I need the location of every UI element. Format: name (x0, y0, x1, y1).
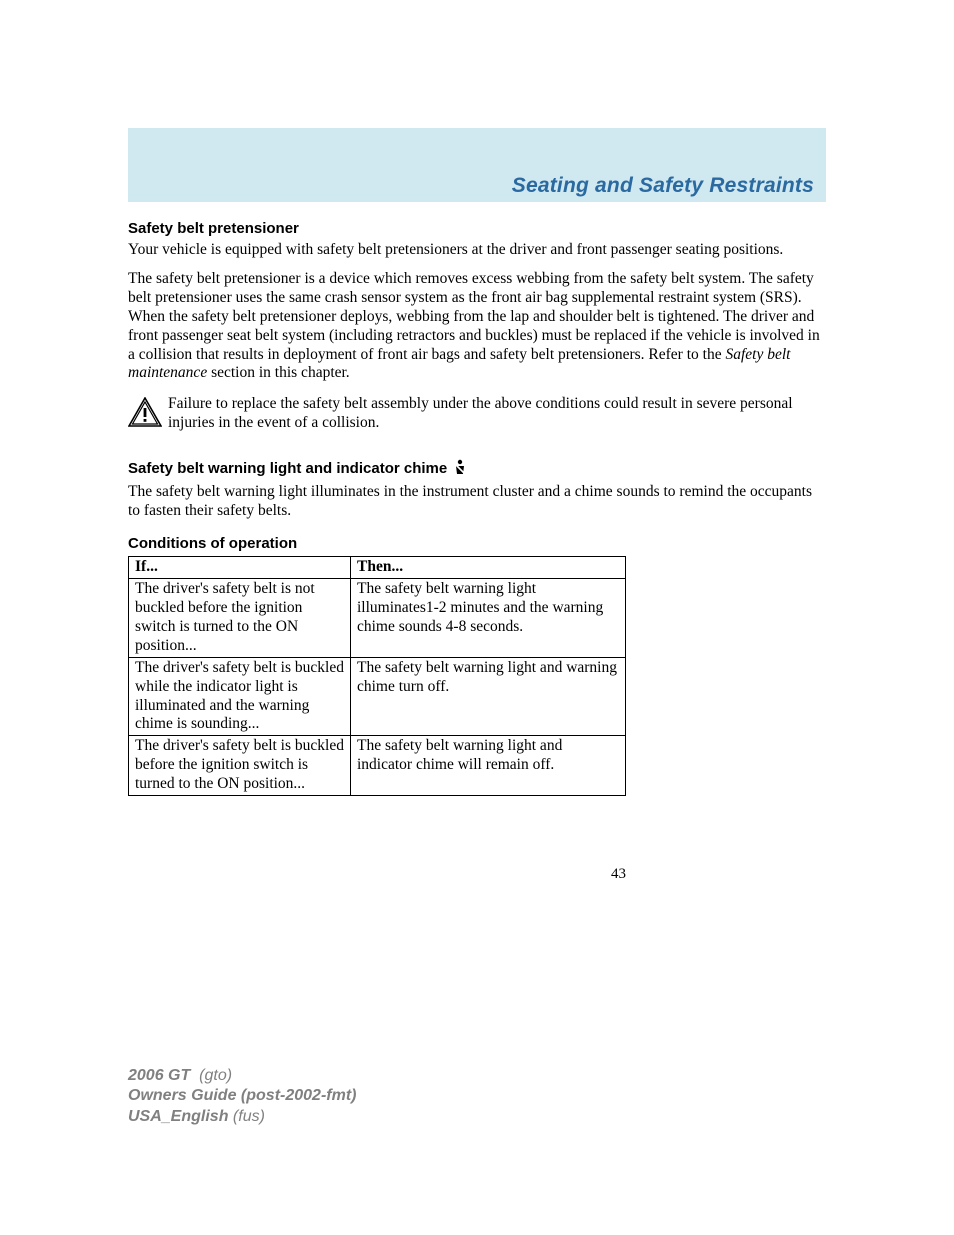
table-header-row: If... Then... (129, 557, 626, 579)
table-row: The driver's safety belt is buckled whil… (129, 657, 626, 736)
warning-triangle-icon (128, 397, 162, 433)
table-row: The driver's safety belt is buckled befo… (129, 736, 626, 796)
pretensioner-p2-a: The safety belt pretensioner is a device… (128, 270, 820, 363)
cell-then: The safety belt warning light and indica… (351, 736, 626, 796)
footer-line-3: USA_English (fus) (128, 1107, 356, 1127)
cell-if: The driver's safety belt is buckled whil… (129, 657, 351, 736)
conditions-table: If... Then... The driver's safety belt i… (128, 556, 626, 796)
pretensioner-p2-b: section in this chapter. (207, 364, 349, 381)
warning-block: Failure to replace the safety belt assem… (128, 395, 826, 435)
page-number: 43 (128, 866, 626, 883)
pretensioner-heading: Safety belt pretensioner (128, 220, 826, 237)
conditions-heading: Conditions of operation (128, 535, 826, 552)
warning-text: Failure to replace the safety belt assem… (168, 395, 793, 431)
cell-then: The safety belt warning light and warnin… (351, 657, 626, 736)
warning-light-p1: The safety belt warning light illuminate… (128, 483, 826, 521)
cell-then: The safety belt warning light illuminate… (351, 579, 626, 658)
cell-if: The driver's safety belt is not buckled … (129, 579, 351, 658)
table-row: The driver's safety belt is not buckled … (129, 579, 626, 658)
footer: 2006 GT (gto) Owners Guide (post-2002-fm… (128, 1066, 356, 1127)
section-header-band: Seating and Safety Restraints (128, 128, 826, 202)
cell-if: The driver's safety belt is buckled befo… (129, 736, 351, 796)
footer-model: 2006 GT (128, 1067, 190, 1084)
section-title: Seating and Safety Restraints (512, 174, 814, 198)
col-header-if: If... (129, 557, 351, 579)
warning-light-heading-text: Safety belt warning light and indicator … (128, 460, 447, 477)
footer-region: USA_English (128, 1108, 228, 1125)
footer-line-2: Owners Guide (post-2002-fmt) (128, 1086, 356, 1106)
pretensioner-p1: Your vehicle is equipped with safety bel… (128, 241, 826, 260)
pretensioner-p2: The safety belt pretensioner is a device… (128, 270, 826, 383)
footer-line-1: 2006 GT (gto) (128, 1066, 356, 1086)
col-header-then: Then... (351, 557, 626, 579)
warning-light-heading: Safety belt warning light and indicator … (128, 459, 826, 479)
footer-code-3: (fus) (233, 1108, 265, 1125)
seatbelt-person-icon (453, 459, 467, 479)
footer-code-1b: (gto) (199, 1067, 232, 1084)
